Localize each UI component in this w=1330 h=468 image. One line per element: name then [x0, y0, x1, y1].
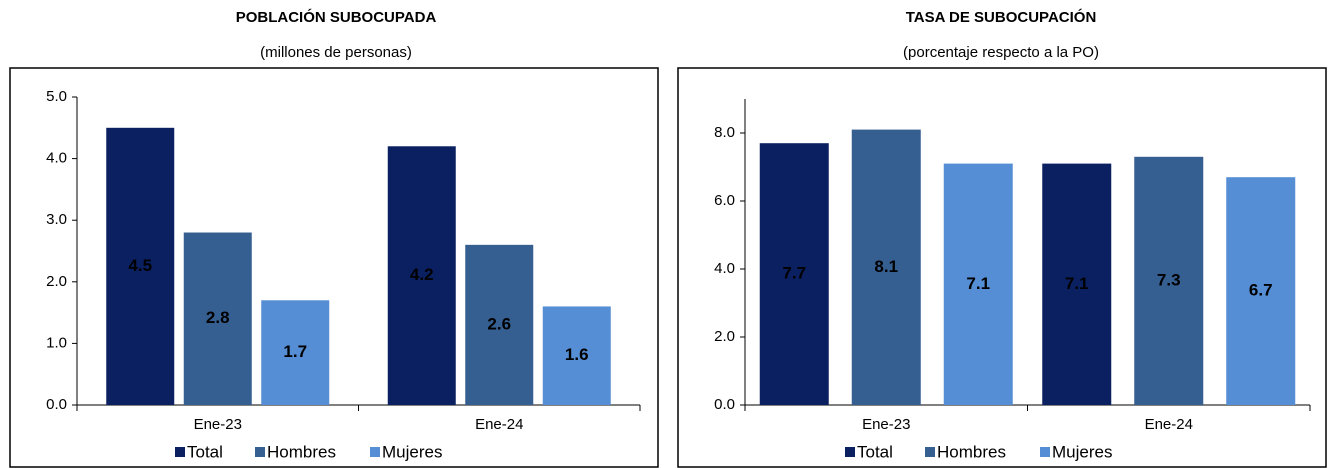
value-label: 4.5	[128, 256, 152, 275]
bar	[851, 129, 921, 405]
legend-label: Hombres	[937, 442, 1006, 461]
legend-label: Total	[187, 442, 223, 461]
value-label: 7.1	[966, 274, 990, 293]
bar	[387, 146, 456, 405]
y-tick-label: 4.0	[714, 260, 735, 277]
bar	[106, 127, 175, 406]
bar	[183, 232, 252, 405]
bar	[1042, 163, 1112, 405]
bar	[542, 306, 611, 405]
y-tick-label: 2.0	[714, 328, 735, 345]
value-label: 7.1	[1065, 274, 1089, 293]
x-tick-label: Ene-23	[194, 416, 242, 433]
bar	[465, 244, 534, 405]
chart-subtitle: (millones de personas)	[260, 44, 412, 61]
y-tick-label: 4.0	[46, 150, 67, 167]
value-label: 2.6	[487, 314, 511, 333]
y-tick-label: 1.0	[46, 334, 67, 351]
legend-swatch	[925, 447, 935, 457]
chart-frame	[677, 67, 1327, 468]
y-tick-label: 8.0	[714, 124, 735, 141]
legend-swatch	[175, 447, 185, 457]
chart-title: POBLACIÓN SUBOCUPADA	[236, 8, 437, 26]
y-tick-label: 3.0	[46, 211, 67, 228]
chart-title: TASA DE SUBOCUPACIÓN	[906, 8, 1097, 26]
bar	[1134, 156, 1204, 405]
y-tick-label: 5.0	[46, 88, 67, 105]
bar	[759, 143, 829, 405]
legend-label: Hombres	[267, 442, 336, 461]
legend-swatch	[845, 447, 855, 457]
bar	[943, 163, 1013, 405]
y-tick-label: 6.0	[714, 192, 735, 209]
legend-label: Mujeres	[1052, 442, 1112, 461]
value-label: 4.2	[410, 265, 434, 284]
x-tick-label: Ene-23	[862, 416, 910, 433]
bar	[261, 300, 330, 405]
legend-label: Mujeres	[382, 442, 442, 461]
value-label: 1.6	[565, 345, 589, 364]
legend-swatch	[1040, 447, 1050, 457]
y-tick-label: 0.0	[714, 396, 735, 413]
y-tick-label: 0.0	[46, 396, 67, 413]
legend-label: Total	[857, 442, 893, 461]
value-label: 2.8	[206, 308, 230, 327]
x-tick-label: Ene-24	[475, 416, 523, 433]
bar	[1226, 177, 1296, 405]
x-tick-label: Ene-24	[1145, 416, 1193, 433]
legend-swatch	[370, 447, 380, 457]
legend-swatch	[255, 447, 265, 457]
value-label: 1.7	[283, 342, 307, 361]
value-label: 6.7	[1249, 281, 1273, 300]
value-label: 8.1	[874, 257, 898, 276]
chart-frame	[9, 67, 659, 468]
value-label: 7.7	[782, 264, 806, 283]
y-tick-label: 2.0	[46, 273, 67, 290]
chart-subtitle: (porcentaje respecto a la PO)	[903, 44, 1099, 61]
value-label: 7.3	[1157, 270, 1181, 289]
